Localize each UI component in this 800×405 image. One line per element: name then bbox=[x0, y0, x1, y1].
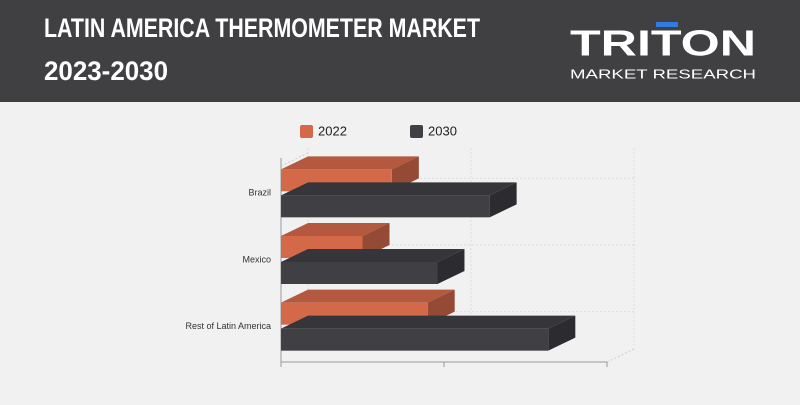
bar bbox=[281, 195, 490, 218]
legend-swatch bbox=[300, 125, 313, 138]
legend-label: 2030 bbox=[428, 123, 457, 138]
logo-tagline: MARKET RESEARCH bbox=[570, 66, 756, 81]
bar-top bbox=[281, 223, 390, 236]
back-wall bbox=[606, 348, 635, 363]
bar-top bbox=[281, 156, 419, 170]
bar-side bbox=[489, 182, 517, 218]
bar bbox=[281, 328, 549, 351]
bar-top bbox=[281, 182, 517, 196]
y-tick-label: Brazil bbox=[248, 188, 271, 198]
logo: TRITON bbox=[570, 23, 756, 64]
bar-side bbox=[437, 249, 465, 284]
chart-title: LATIN AMERICA THERMOMETER MARKET bbox=[44, 13, 480, 43]
logo-accent bbox=[656, 22, 678, 27]
header-bar bbox=[0, 0, 800, 102]
chart-title: 2023-2030 bbox=[44, 56, 168, 86]
bar-top bbox=[281, 315, 576, 329]
y-tick-label: Rest of Latin America bbox=[185, 321, 271, 331]
bar-top bbox=[281, 249, 465, 262]
y-tick-label: Mexico bbox=[242, 254, 271, 264]
legend-swatch bbox=[410, 125, 423, 138]
back-wall bbox=[280, 152, 309, 167]
bar-top bbox=[281, 289, 455, 303]
bar bbox=[281, 262, 438, 284]
legend-label: 2022 bbox=[318, 123, 347, 138]
bar-side bbox=[548, 315, 576, 351]
